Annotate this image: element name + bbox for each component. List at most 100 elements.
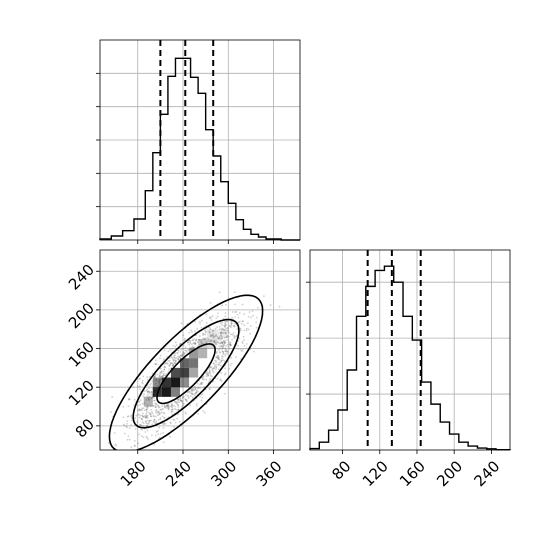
bottom-left-panel-sample-point bbox=[209, 328, 212, 330]
bottom-left-panel-sample-point bbox=[223, 329, 225, 331]
bottom-left-panel-sample-point bbox=[181, 400, 183, 403]
bottom-left-panel-sample-point bbox=[162, 423, 165, 426]
bottom-left-panel-density-cell bbox=[170, 387, 180, 397]
bottom-left-panel-sample-point bbox=[150, 419, 152, 422]
bottom-left-panel-sample-point bbox=[241, 342, 244, 344]
bottom-left-panel-sample-point bbox=[144, 416, 147, 419]
bottom-left-panel-sample-point bbox=[155, 422, 158, 425]
bottom-left-panel-sample-point bbox=[229, 344, 232, 347]
bottom-left-panel-sample-point bbox=[150, 382, 152, 385]
bottom-left-panel-sample-point bbox=[216, 347, 219, 350]
bottom-left-panel-sample-point bbox=[159, 432, 162, 435]
bottom-left-panel-sample-point bbox=[223, 341, 226, 344]
bottom-left-panel-sample-point bbox=[234, 316, 237, 318]
bottom-left-panel-sample-point bbox=[239, 327, 242, 330]
bottom-left-panel-sample-point bbox=[189, 347, 192, 350]
bottom-left-panel-sample-point bbox=[225, 332, 228, 334]
bottom-left-panel-sample-point bbox=[148, 421, 151, 424]
bottom-left-panel-sample-point bbox=[226, 350, 229, 353]
bottom-left-panel-sample-point bbox=[208, 331, 211, 334]
bottom-left-panel-sample-point bbox=[194, 329, 196, 332]
bottom-left-panel-sample-point bbox=[128, 398, 130, 401]
bottom-left-panel-sample-point bbox=[222, 350, 224, 353]
bottom-left-panel-sample-point bbox=[141, 418, 144, 421]
bottom-left-panel-sample-point bbox=[191, 339, 194, 341]
bottom-left-panel-sample-point bbox=[162, 370, 165, 373]
bottom-left-panel-sample-point bbox=[216, 335, 218, 338]
bottom-left-panel-sample-point bbox=[204, 337, 206, 340]
bottom-left-panel-sample-point bbox=[199, 387, 202, 389]
bottom-left-panel-sample-point bbox=[214, 327, 217, 330]
bottom-left-panel-sample-point bbox=[130, 446, 133, 449]
bottom-left-panel-sample-point bbox=[125, 425, 128, 428]
bottom-left-panel-sample-point bbox=[160, 370, 163, 373]
bottom-left-panel-sample-point bbox=[142, 415, 145, 418]
bottom-left-panel-sample-point bbox=[148, 399, 150, 401]
bottom-left-panel-sample-point bbox=[163, 404, 166, 407]
bottom-left-panel-sample-point bbox=[215, 361, 217, 364]
bottom-left-panel-sample-point bbox=[200, 399, 203, 402]
bottom-left-panel-sample-point bbox=[223, 344, 225, 347]
bottom-left-panel-sample-point bbox=[182, 351, 185, 354]
bottom-left-panel-sample-point bbox=[172, 404, 175, 407]
bottom-left-panel-sample-point bbox=[195, 390, 198, 392]
bottom-left-panel-sample-point bbox=[217, 368, 220, 371]
bottom-left-panel-sample-point bbox=[262, 295, 265, 298]
bottom-left-panel-sample-point bbox=[168, 406, 171, 408]
bottom-left-panel-x-tick-label: 300 bbox=[207, 457, 240, 490]
bottom-left-panel-sample-point bbox=[224, 322, 227, 325]
bottom-left-panel-sample-point bbox=[225, 320, 228, 323]
bottom-left-panel-sample-point bbox=[212, 362, 215, 365]
bottom-left-panel-sample-point bbox=[222, 340, 225, 343]
bottom-left-panel-sample-point bbox=[166, 405, 168, 408]
bottom-left-panel-sample-point bbox=[162, 374, 165, 376]
bottom-left-panel-sample-point bbox=[193, 346, 196, 349]
bottom-left-panel-density-cell bbox=[198, 338, 208, 349]
bottom-left-panel-sample-point bbox=[153, 415, 155, 418]
bottom-left-panel-sample-point bbox=[192, 388, 195, 391]
bottom-left-panel-sample-point bbox=[216, 355, 219, 357]
bottom-left-panel-sample-point bbox=[131, 419, 133, 422]
bottom-left-panel-sample-point bbox=[200, 326, 203, 329]
bottom-left-panel-sample-point bbox=[176, 351, 179, 354]
bottom-left-panel-sample-point bbox=[176, 417, 178, 420]
bottom-left-panel-sample-point bbox=[146, 388, 149, 391]
bottom-left-panel-sample-point bbox=[238, 312, 241, 314]
bottom-left-panel-sample-point bbox=[181, 355, 184, 357]
bottom-left-panel-sample-point bbox=[181, 405, 184, 407]
bottom-left-panel-sample-point bbox=[153, 419, 156, 422]
bottom-left-panel-sample-point bbox=[192, 389, 195, 392]
bottom-left-panel-sample-point bbox=[228, 341, 230, 344]
bottom-left-panel-sample-point bbox=[159, 354, 162, 357]
bottom-left-panel-sample-point bbox=[158, 381, 161, 384]
bottom-left-panel-sample-point bbox=[149, 384, 152, 386]
bottom-left-panel-sample-point bbox=[209, 334, 212, 337]
bottom-left-panel-sample-point bbox=[148, 376, 151, 378]
bottom-left-panel-sample-point bbox=[128, 438, 131, 441]
bottom-left-panel-sample-point bbox=[183, 352, 186, 355]
bottom-left-panel-sample-point bbox=[201, 319, 203, 322]
bottom-left-panel-sample-point bbox=[157, 411, 160, 413]
bottom-left-panel-sample-point bbox=[174, 357, 177, 359]
bottom-left-panel-sample-point bbox=[145, 410, 148, 413]
bottom-left-panel-sample-point bbox=[243, 324, 246, 327]
bottom-left-panel-sample-point bbox=[154, 405, 157, 407]
bottom-left-panel-sample-point bbox=[170, 410, 173, 413]
bottom-left-panel-sample-point bbox=[212, 334, 215, 337]
bottom-left-panel-sample-point bbox=[145, 408, 148, 411]
bottom-left-panel-sample-point bbox=[219, 332, 222, 334]
bottom-left-panel-density-cell bbox=[189, 358, 199, 368]
bottom-left-panel-sample-point bbox=[140, 424, 143, 427]
bottom-left-panel-sample-point bbox=[200, 383, 203, 386]
bottom-left-panel-sample-point bbox=[230, 324, 233, 327]
bottom-left-panel-sample-point bbox=[213, 340, 216, 343]
bottom-left-panel-sample-point bbox=[225, 348, 228, 351]
bottom-left-panel-sample-point bbox=[154, 375, 156, 378]
bottom-left-panel-sample-point bbox=[152, 404, 155, 407]
bottom-left-panel-sample-point bbox=[146, 391, 149, 394]
bottom-left-panel-sample-point bbox=[173, 405, 176, 408]
bottom-left-panel-sample-point bbox=[142, 424, 145, 427]
bottom-left-panel-sample-point bbox=[179, 397, 182, 400]
bottom-left-panel-sample-point bbox=[145, 398, 148, 401]
bottom-left-panel-sample-point bbox=[107, 453, 109, 455]
